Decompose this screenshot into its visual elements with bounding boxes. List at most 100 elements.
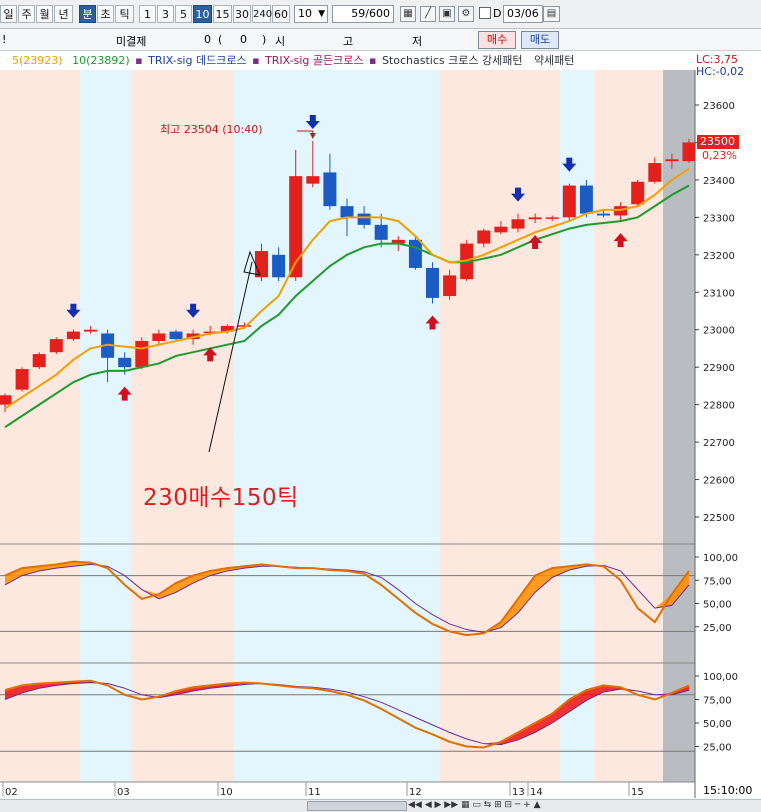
legend-trix-dead: TRIX-sig 데드크로스 — [148, 54, 247, 67]
time-tick-label-4: 12 — [409, 787, 422, 798]
price-tick-label-4: 23200 — [703, 251, 735, 262]
sell-arrow-down-icon-2 — [305, 114, 320, 129]
legend-ma10: 10(23892) — [72, 54, 130, 67]
legend-weak: 약세패턴 — [533, 54, 575, 67]
candle-4 — [66, 329, 80, 341]
candle-body-0 — [0, 395, 12, 405]
time-tick-label-0: 02 — [5, 787, 18, 798]
calendar-icon[interactable]: ▤ — [543, 6, 560, 22]
legend-ma5: 5(23923) — [12, 54, 63, 67]
unsettled-label: 미결제 — [116, 35, 147, 48]
chart-grid — [0, 70, 696, 798]
stoch-tick-label-0: 100,00 — [703, 553, 738, 564]
buy-arrow-up-icon-1 — [203, 347, 218, 362]
hand-drawn-arrow — [208, 250, 261, 453]
grid-tool-icon[interactable]: ▦ — [400, 6, 416, 22]
minute-30-button[interactable]: 30 — [233, 5, 251, 23]
minute-240-button[interactable]: 240 — [252, 5, 272, 23]
candle-18 — [306, 140, 320, 188]
candle-34 — [579, 179, 593, 218]
period-second-button[interactable]: 초 — [97, 5, 114, 23]
unsettled-value: 0 — [204, 33, 211, 46]
buy-button[interactable]: 매수 — [478, 31, 516, 49]
candle-body-15 — [255, 251, 268, 278]
candle-body-25 — [426, 267, 439, 298]
candle-body-18 — [306, 176, 320, 184]
candle-33 — [562, 183, 576, 222]
candle-body-34 — [579, 185, 593, 214]
candle-body-26 — [443, 275, 457, 297]
high-annotation: 최고 23504 (10:40) — [160, 123, 263, 136]
lc-readout: LC:3,75 — [696, 53, 739, 66]
current-change-pct: 0,23% — [702, 149, 737, 162]
candle-3 — [49, 337, 63, 355]
price-tick-label-7: 22900 — [703, 363, 735, 374]
candle-26 — [443, 269, 457, 300]
scroll-nav-icons[interactable]: ◀◀ ◀ ▶ ▶▶ ▦ ▭ ⇆ ⊞ ⊟ ─ + ▲ — [408, 800, 541, 810]
sell-arrow-down-icon-1 — [186, 303, 201, 318]
candle-30 — [511, 213, 525, 233]
buy-arrow-up-icon-2 — [425, 315, 440, 330]
candle-35 — [597, 209, 610, 218]
minute-3-button[interactable]: 3 — [157, 5, 174, 23]
minute-10-button[interactable]: 10 — [193, 5, 212, 23]
open-paren: ( — [218, 33, 223, 46]
period-day-button[interactable]: 일 — [0, 5, 17, 23]
bottom-scrollbar[interactable]: ◀◀ ◀ ▶ ▶▶ ▦ ▭ ⇆ ⊞ ⊟ ─ + ▲ — [0, 799, 761, 812]
period-year-button[interactable]: 년 — [54, 5, 73, 23]
save-icon[interactable]: ▣ — [439, 6, 455, 22]
buy-arrow-up-icon-0 — [117, 386, 132, 401]
price-tick-label-8: 22800 — [703, 401, 735, 412]
candle-body-21 — [357, 213, 371, 225]
sell-arrow-down-icon-3 — [511, 187, 525, 202]
candle-8 — [135, 337, 149, 370]
chart-annotations — [208, 130, 316, 453]
candle-body-5 — [84, 329, 97, 332]
line-tool-icon[interactable]: ╱ — [420, 6, 436, 22]
candle-body-35 — [597, 213, 610, 216]
price-tick-label-5: 23100 — [703, 288, 735, 299]
time-tick-label-6: 14 — [530, 787, 543, 798]
minute-15-button[interactable]: 15 — [213, 5, 232, 23]
legend-trix-golden: TRIX-sig 골든크로스 — [265, 54, 364, 67]
count-select[interactable]: 10 ▼ — [294, 5, 328, 23]
date-input[interactable]: 03/06 — [503, 5, 543, 23]
price-tick-label-10: 22600 — [703, 476, 735, 487]
gear-icon[interactable]: ⚙ — [458, 6, 474, 22]
stoch2-tick-label-2: 50,00 — [703, 719, 732, 730]
low-price-label: 저 — [412, 35, 423, 48]
period-tick-button[interactable]: 틱 — [115, 5, 134, 23]
indicator-legend: 5(23923) 10(23892) ▪ TRIX-sig 데드크로스 ▪ TR… — [0, 52, 576, 70]
candle-10 — [169, 329, 183, 341]
candle-body-40 — [682, 142, 696, 162]
candle-body-39 — [665, 159, 679, 162]
close-paren: ) — [262, 33, 267, 46]
range-value: 59 — [351, 7, 366, 20]
time-tick-label-1: 03 — [117, 787, 130, 798]
period-week-button[interactable]: 주 — [18, 5, 35, 23]
minute-5-button[interactable]: 5 — [175, 5, 192, 23]
candle-body-30 — [511, 219, 525, 229]
candle-25 — [426, 262, 439, 304]
hc-readout: HC:-0,02 — [696, 65, 745, 78]
time-tick-label-7: 15 — [631, 787, 644, 798]
band-2 — [131, 70, 234, 782]
sell-button[interactable]: 매도 — [521, 31, 559, 49]
minute-60-button[interactable]: 60 — [272, 5, 290, 23]
candle-40 — [682, 138, 696, 164]
handwritten-note: 230매수150틱 — [143, 485, 299, 511]
price-tick-label-9: 22700 — [703, 438, 735, 449]
sell-arrow-down-icon-0 — [66, 303, 81, 318]
period-month-button[interactable]: 월 — [36, 5, 53, 23]
candle-body-38 — [648, 163, 662, 182]
scroll-thumb[interactable] — [307, 801, 407, 811]
stoch-tick-label-1: 75,00 — [703, 576, 732, 587]
range-input[interactable]: 59/600 — [332, 5, 394, 23]
ma5-line — [4, 167, 690, 410]
period-minute-button[interactable]: 분 — [79, 5, 96, 23]
date-checkbox[interactable] — [479, 7, 491, 19]
price-tick-label-6: 23000 — [703, 326, 735, 337]
stoch2-tick-label-0: 100,00 — [703, 672, 738, 683]
minute-1-button[interactable]: 1 — [139, 5, 156, 23]
